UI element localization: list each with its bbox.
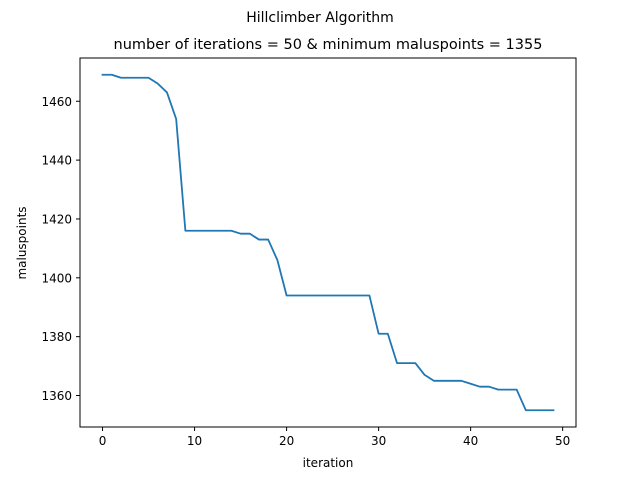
y-tick-label: 1440 [41,154,72,168]
series-line [101,73,555,412]
y-tick-label: 1420 [41,212,72,226]
y-tick-label: 1400 [41,271,72,285]
chart-suptitle: Hillclimber Algorithm [246,10,394,26]
y-axis-label: maluspoints [15,206,29,279]
x-tick-label: 20 [279,434,294,448]
x-tick-label: 50 [555,434,570,448]
x-axis-ticks: 0 10 20 30 40 50 [99,427,570,448]
y-tick-label: 1460 [41,95,72,109]
y-tick-label: 1380 [41,330,72,344]
x-tick-label: 10 [187,434,202,448]
x-tick-label: 40 [463,434,478,448]
y-tick-label: 1360 [41,389,72,403]
plot-area-frame [79,57,577,428]
x-tick-label: 30 [371,434,386,448]
chart-title: number of iterations = 50 & minimum malu… [114,37,543,53]
x-tick-label: 0 [99,434,107,448]
y-axis-ticks: 1360 1380 1400 1420 1440 1460 [41,95,80,403]
x-axis-label: iteration [303,456,354,470]
